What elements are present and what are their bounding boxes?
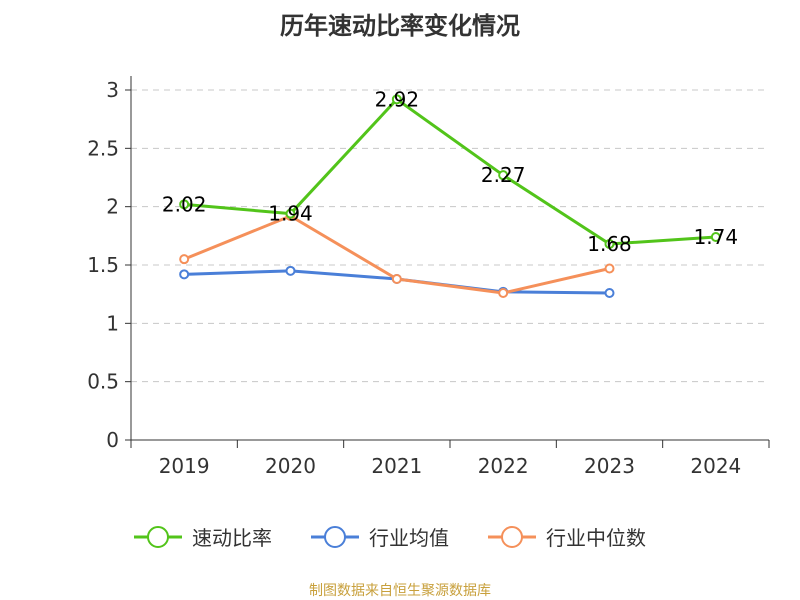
data-point[interactable] (604, 239, 615, 249)
y-tick-label: 1 (106, 311, 119, 335)
source-note: 制图数据来自恒生聚源数据库 (309, 583, 491, 599)
legend-marker (501, 526, 523, 548)
legend-label: 行业中位数 (546, 526, 646, 550)
y-tick-label: 1.5 (87, 253, 119, 277)
legend-marker (147, 526, 169, 548)
series-line (184, 97, 716, 246)
data-point[interactable] (604, 288, 615, 298)
data-point[interactable] (179, 254, 190, 265)
y-tick-label: 2 (106, 195, 119, 219)
data-label: 2.92 (375, 87, 420, 111)
data-point[interactable] (179, 269, 190, 280)
y-tick-label: 0.5 (87, 370, 119, 394)
data-point[interactable] (285, 208, 296, 219)
data-point[interactable] (391, 94, 402, 105)
data-point[interactable] (391, 274, 402, 284)
gridlines (131, 89, 769, 383)
x-tick-label: 2022 (478, 454, 529, 478)
axes: 0 0.5 1 1.5 2 2.5 3 2019 2020 2021 2022 2023 2024 (87, 76, 770, 478)
legend-item[interactable]: 行业均值 (311, 526, 449, 550)
y-tick-label: 3 (106, 78, 119, 102)
series-0 (179, 94, 721, 249)
y-tick-label: 0 (106, 428, 119, 452)
x-tick-label: 2024 (690, 454, 741, 478)
legend: 速动比率 行业均值 行业中位数 (134, 526, 646, 550)
series-2 (179, 211, 615, 298)
data-label: 1.74 (694, 225, 739, 249)
x-tick-label: 2021 (371, 454, 422, 478)
y-tick-label: 2.5 (87, 136, 119, 160)
data-point[interactable] (179, 199, 190, 210)
data-point[interactable] (710, 232, 721, 242)
data-label: 1.68 (587, 232, 632, 256)
x-tick-label: 2019 (159, 454, 210, 478)
legend-label: 行业均值 (369, 526, 449, 550)
data-point[interactable] (498, 170, 509, 181)
data-point[interactable] (498, 288, 509, 298)
data-point[interactable] (285, 265, 296, 276)
legend-marker (324, 526, 346, 548)
series-lines (179, 94, 721, 298)
chart-title: 历年速动比率变化情况 (280, 12, 520, 40)
data-label: 2.27 (481, 163, 526, 187)
x-tick-label: 2023 (584, 454, 635, 478)
data-point[interactable] (604, 263, 615, 274)
data-label: 1.94 (268, 202, 313, 226)
legend-item[interactable]: 速动比率 (134, 526, 272, 550)
legend-label: 速动比率 (192, 526, 272, 550)
legend-item[interactable]: 行业中位数 (488, 526, 646, 550)
x-tick-label: 2020 (265, 454, 316, 478)
data-label: 2.02 (162, 192, 207, 216)
data-labels: 2.02 1.94 2.92 2.27 1.68 1.74 (162, 87, 738, 256)
